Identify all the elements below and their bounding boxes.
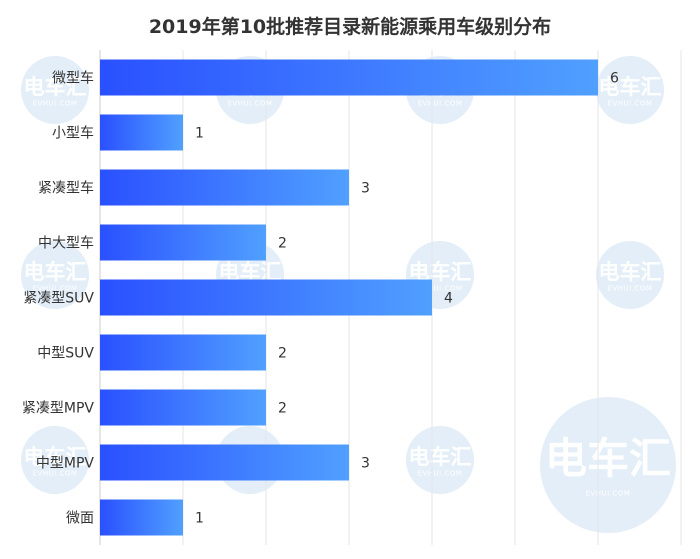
watermark-subtext: EVHUI.COM	[228, 99, 273, 107]
value-label: 2	[278, 401, 287, 417]
value-label: 2	[278, 346, 287, 362]
watermark-subtext: EVHUI.COM	[33, 99, 78, 107]
watermark-circle	[406, 426, 474, 494]
bar	[100, 59, 598, 96]
watermark-text: 电车汇	[599, 260, 662, 284]
watermark-circle	[540, 397, 676, 533]
category-label: 小型车	[52, 125, 94, 142]
value-label: 1	[195, 126, 204, 142]
category-label: 中型SUV	[37, 346, 94, 362]
bar	[100, 224, 266, 261]
category-label: 微型车	[52, 70, 94, 87]
bar	[100, 279, 432, 316]
watermark-text: 电车汇	[599, 75, 662, 99]
watermark-subtext: EVHUI.COM	[608, 284, 653, 292]
watermark-subtext: EVHUI.COM	[418, 284, 463, 292]
watermark-circle	[596, 241, 664, 309]
bar-group	[100, 59, 598, 536]
value-label: 3	[361, 181, 370, 197]
bar	[100, 334, 266, 371]
watermark-text: 电车汇	[409, 445, 472, 469]
watermark-circle	[21, 241, 89, 309]
value-label: 3	[361, 456, 370, 472]
bar	[100, 499, 183, 536]
chart-title: 2019年第10批推荐目录新能源乘用车级别分布	[149, 15, 551, 38]
label-group: 微型车 6 小型车 1 紧凑型车 3 中大型车 2 紧凑型SUV 4 中型SUV 2 紧凑型MPV 2 中型…	[22, 70, 619, 527]
watermark-subtext: EVHUI.COM	[33, 284, 78, 292]
category-label: 紧凑型SUV	[23, 290, 94, 307]
value-label: 4	[444, 291, 453, 307]
watermark-circle	[21, 56, 89, 124]
watermark-circle	[596, 56, 664, 124]
watermark-circle	[21, 426, 89, 494]
watermark-logo: 电车汇 EVHUI.COM	[540, 397, 676, 533]
watermark-subtext: EVHUI.COM	[418, 99, 463, 107]
category-label: 中型MPV	[36, 456, 95, 472]
bar	[100, 169, 349, 206]
watermark-subtext: EVHUI.COM	[418, 469, 463, 477]
value-label: 6	[610, 71, 619, 87]
watermark-subtext: EVHUI.COM	[608, 99, 653, 107]
value-label: 1	[195, 511, 204, 527]
watermark-subtext: EVHUI.COM	[586, 490, 631, 498]
category-label: 中大型车	[38, 235, 94, 252]
bar	[100, 444, 349, 481]
category-label: 微面	[66, 511, 94, 527]
watermark-text: 电车汇	[24, 445, 87, 469]
watermark-text: 电车汇	[24, 260, 87, 284]
bar	[100, 389, 266, 426]
category-label: 紧凑型车	[38, 180, 94, 197]
watermark-text: 电车汇	[545, 434, 671, 483]
category-label: 紧凑型MPV	[22, 400, 95, 417]
bar	[100, 114, 183, 151]
value-label: 2	[278, 236, 287, 252]
watermark-text: 电车汇	[24, 75, 87, 99]
watermark-subtext: EVHUI.COM	[33, 469, 78, 477]
